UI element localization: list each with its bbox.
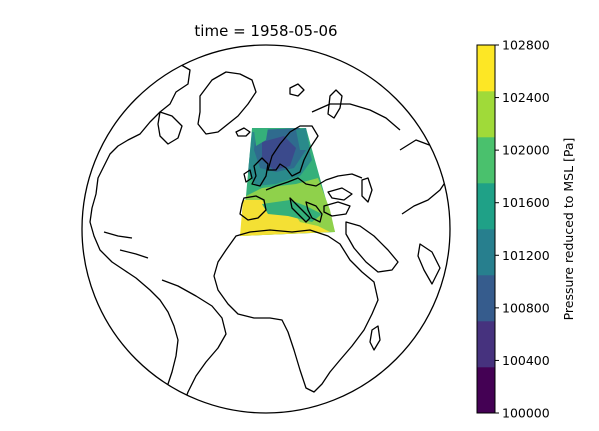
globe (81, 44, 451, 414)
coast-novaya-zemlya (327, 89, 343, 119)
colorbar-label: Pressure reduced to MSL [Pa] (561, 138, 576, 321)
coast-black-sea (327, 187, 353, 201)
coast-south-america (161, 279, 227, 409)
coast-africa (213, 229, 379, 393)
field-band-mid-east (296, 128, 310, 150)
coast-madagascar (369, 325, 381, 351)
colorbar-swatch (477, 183, 495, 230)
colorbar-tick-label: 102000 (502, 143, 550, 158)
colorbar-swatch (477, 91, 495, 138)
colorbar-swatch (477, 229, 495, 276)
colorbar: 100000 100400 100800 101200 101600 102000 1024… (476, 38, 576, 421)
map-title: time = 1958-05-06 (194, 22, 337, 40)
coast-arctic-russia (311, 103, 401, 131)
colorbar-tick-label: 102400 (502, 90, 550, 105)
colorbar-swatch (477, 367, 495, 414)
colorbar-tick-label: 100000 (502, 406, 550, 421)
coast-ireland (243, 169, 253, 183)
coast-italy (289, 197, 311, 223)
coast-hudson (157, 111, 183, 145)
coast-turkey (323, 201, 351, 217)
field-band-midhigh-north (254, 128, 268, 146)
colorbar-swatch (477, 321, 495, 368)
field-band-highest (240, 200, 330, 236)
coast-arabia (345, 221, 399, 273)
coast-europe-west (265, 173, 363, 191)
colorbar-tick-label: 100400 (502, 353, 550, 368)
data-field (89, 61, 449, 409)
coast-iberia (239, 195, 267, 221)
coast-scandinavia (267, 125, 319, 177)
field-band-midhigh-south (262, 200, 322, 222)
coast-north-america (89, 61, 191, 397)
coast-iceland (235, 127, 251, 137)
colorbar-tick-label: 100800 (502, 300, 550, 315)
colorbar-tick-label: 101600 (502, 195, 550, 210)
colorbar-tick-label: 101200 (502, 248, 550, 263)
colorbar-frame (476, 44, 496, 414)
coast-caspian (361, 177, 373, 203)
colorbar-swatch (477, 45, 495, 92)
coast-uk (251, 157, 269, 187)
colorbar-swatch (477, 275, 495, 322)
coast-svalbard (289, 83, 305, 97)
coast-india (417, 243, 441, 285)
coast-balkans-greece (305, 201, 323, 223)
coast-caribbean (103, 231, 149, 259)
colorbar-tick-label: 102800 (502, 38, 550, 53)
colorbar-swatch (477, 137, 495, 184)
globe-outline (81, 44, 451, 414)
coast-greenland (197, 71, 257, 135)
